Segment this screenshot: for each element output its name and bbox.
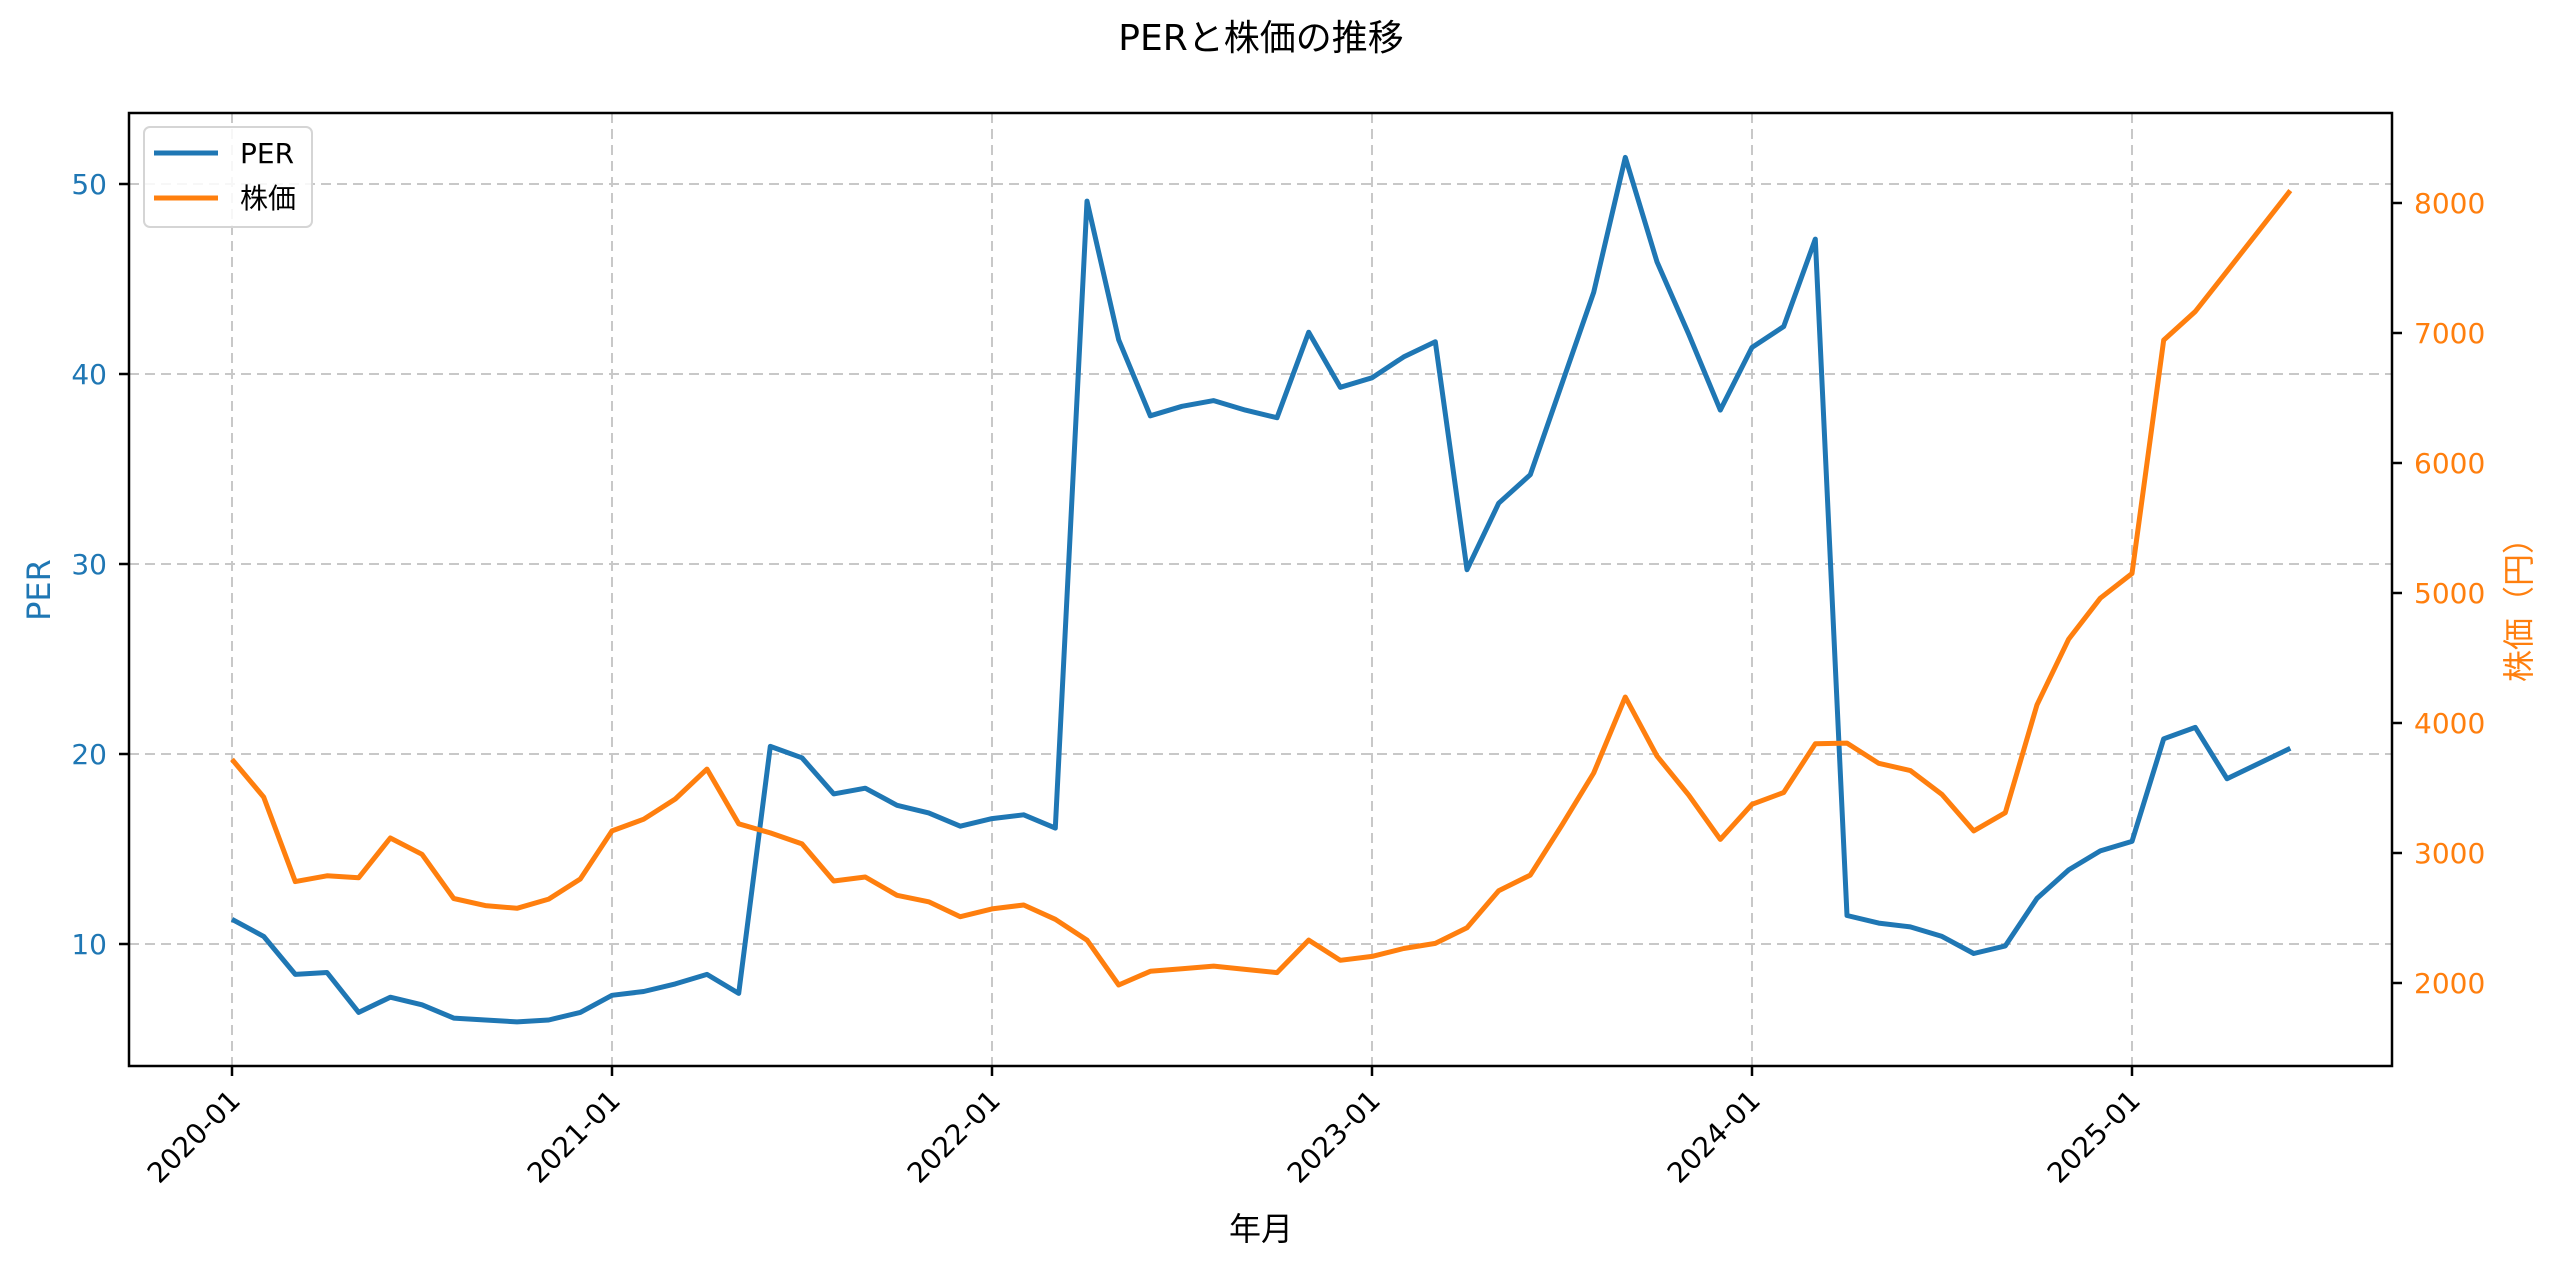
x-tick-label: 2024-01: [1661, 1084, 1767, 1190]
x-axis-label: 年月: [1229, 1210, 1293, 1248]
y-axis-label-left: PER: [20, 559, 58, 621]
y2-tick-label: 5000: [2414, 577, 2485, 610]
right-y-axis: 2000 3000 4000 5000 6000 7000 8000: [2392, 187, 2485, 1000]
x-axis: 2020-01 2021-01 2022-01 2023-01 2024-01 2025-…: [141, 1066, 2147, 1190]
y-tick-label: 50: [71, 168, 107, 201]
y-axis-label-right: 株価（円）: [2500, 522, 2538, 682]
y-tick-label: 10: [71, 928, 107, 961]
grid-lines: [129, 113, 2392, 1066]
x-tick-label: 2025-01: [2041, 1084, 2147, 1190]
series-line-price: [230, 189, 2293, 988]
y-tick-label: 30: [71, 548, 107, 581]
y2-tick-label: 3000: [2414, 837, 2485, 870]
x-tick-label: 2020-01: [141, 1084, 247, 1190]
series-lines: [230, 154, 2293, 1025]
legend-label-price: 株価: [240, 182, 296, 215]
y2-tick-label: 2000: [2414, 967, 2485, 1000]
chart-title: PERと株価の推移: [1118, 18, 1403, 59]
y2-tick-label: 6000: [2414, 447, 2485, 480]
y-tick-label: 40: [71, 358, 107, 391]
y2-tick-label: 4000: [2414, 707, 2485, 740]
y-tick-label: 20: [71, 738, 107, 771]
y2-tick-label: 8000: [2414, 187, 2485, 220]
x-tick-label: 2022-01: [901, 1084, 1007, 1190]
series-line-per: [230, 154, 2292, 1025]
legend-label-per: PER: [240, 137, 294, 170]
x-tick-label: 2023-01: [1281, 1084, 1387, 1190]
plot-frame: [127, 111, 2394, 1068]
left-y-axis: 10 20 30 40 50: [71, 168, 129, 961]
x-tick-label: 2021-01: [521, 1084, 627, 1190]
y2-tick-label: 7000: [2414, 317, 2485, 350]
legend: PER 株価: [143, 126, 313, 228]
